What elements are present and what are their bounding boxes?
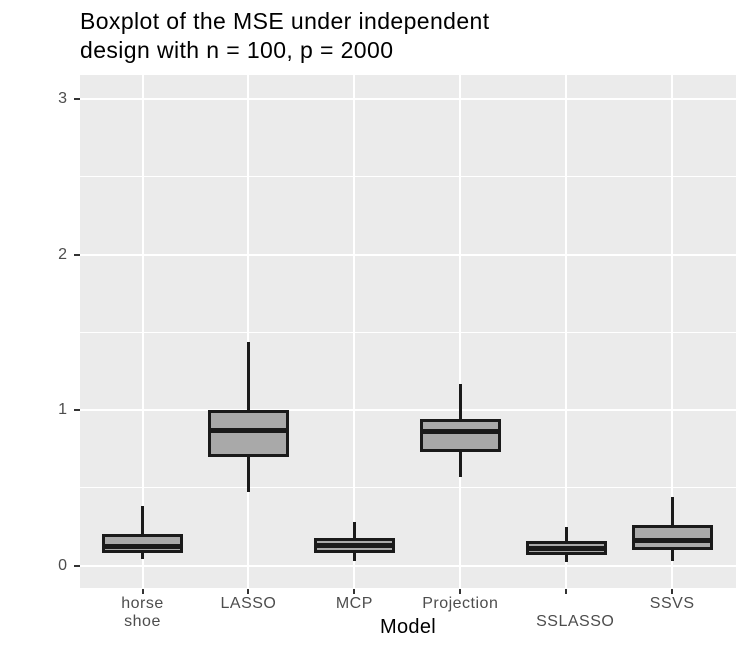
x-category-label-line: Projection xyxy=(422,595,499,612)
x-tick-mark-6 xyxy=(671,588,674,594)
median-line-5 xyxy=(631,538,713,544)
whisker-lower-5 xyxy=(670,549,674,561)
x-category-label-3: MCP xyxy=(336,595,373,613)
x-category-label-5: SSLASSO xyxy=(536,613,614,631)
x-category-label-2: LASSO xyxy=(220,595,276,613)
y-tick-mark-3 xyxy=(73,98,80,100)
box-5 xyxy=(631,525,713,550)
x-tick-mark-5 xyxy=(565,588,568,594)
whisker-upper-0 xyxy=(141,506,144,535)
x-category-label-line: MCP xyxy=(335,595,373,612)
gridline-major-y-0 xyxy=(80,564,736,567)
gridline-minor-y-2.5 xyxy=(80,176,736,178)
gridline-major-y-2 xyxy=(80,253,736,256)
x-tick-mark-4 xyxy=(459,588,462,594)
plot-title: Boxplot of the MSE under independent des… xyxy=(80,7,490,65)
x-axis-title: Model xyxy=(380,616,436,638)
x-category-label-line: SSLASSO xyxy=(536,613,615,630)
median-line-2 xyxy=(313,542,395,548)
y-tick-label-3: 3 xyxy=(58,90,67,107)
gridline-major-x-1 xyxy=(141,75,144,588)
x-category-label-1: horse shoe xyxy=(121,595,164,631)
y-tick-mark-0 xyxy=(73,564,80,567)
whisker-lower-3 xyxy=(458,451,462,477)
gridline-minor-y-0.5 xyxy=(80,487,736,489)
whisker-upper-3 xyxy=(458,383,462,420)
median-line-0 xyxy=(102,544,183,550)
x-tick-mark-3 xyxy=(353,588,356,594)
gridline-minor-y-1.5 xyxy=(80,331,736,333)
whisker-upper-1 xyxy=(246,341,250,410)
whisker-upper-4 xyxy=(564,526,568,541)
y-tick-mark-1 xyxy=(73,409,80,411)
x-category-label-6: SSVS xyxy=(650,595,695,613)
whisker-lower-0 xyxy=(141,553,144,560)
whisker-lower-4 xyxy=(564,554,568,563)
x-category-label-line: LASSO xyxy=(220,595,277,612)
whisker-lower-1 xyxy=(246,456,250,493)
plot-panel xyxy=(80,75,736,588)
y-tick-label-1: 1 xyxy=(58,401,67,418)
y-tick-mark-2 xyxy=(73,253,80,256)
y-tick-label-0: 0 xyxy=(58,556,67,574)
median-line-3 xyxy=(419,429,501,435)
box-1 xyxy=(207,410,289,457)
gridline-major-x-5 xyxy=(565,75,568,588)
x-tick-mark-1 xyxy=(141,588,144,594)
whisker-lower-2 xyxy=(352,553,356,561)
plot-title-line-2: design with n = 100, p = 2000 xyxy=(80,37,394,63)
x-category-label-line: SSVS xyxy=(649,595,695,612)
median-line-1 xyxy=(207,427,289,433)
plot-title-line-1: Boxplot of the MSE under independent xyxy=(80,8,490,34)
x-category-label-line: horse xyxy=(121,595,164,612)
gridline-major-y-1 xyxy=(80,409,736,411)
whisker-upper-5 xyxy=(670,497,674,526)
x-tick-mark-2 xyxy=(247,588,250,594)
gridline-major-x-2 xyxy=(247,75,250,588)
gridline-major-x-3 xyxy=(353,75,356,588)
whisker-upper-2 xyxy=(352,521,356,538)
gridline-major-x-6 xyxy=(671,75,674,588)
box-3 xyxy=(419,419,501,452)
x-category-label-line: shoe xyxy=(124,613,161,630)
x-category-label-4: Projection xyxy=(422,595,498,613)
median-line-4 xyxy=(525,545,607,551)
y-tick-label-2: 2 xyxy=(58,245,67,263)
gridline-major-x-4 xyxy=(459,75,462,588)
gridline-major-y-3 xyxy=(80,98,736,100)
